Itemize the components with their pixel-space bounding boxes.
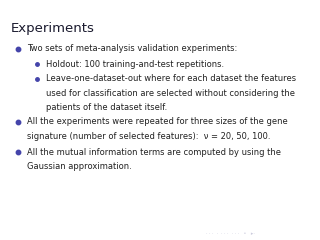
Text: All the mutual information terms are computed by using the: All the mutual information terms are com… xyxy=(27,148,281,157)
Text: Gaussian approximation.: Gaussian approximation. xyxy=(27,162,132,171)
Text: Experiments: Experiments xyxy=(11,22,95,35)
Text: used for classification are selected without considering the: used for classification are selected wit… xyxy=(46,89,295,97)
Text: · · ·  ·  · · ·  · · ·   •   ▸·: · · · · · · · · · · • ▸· xyxy=(206,231,255,236)
Text: Two sets of meta-analysis validation experiments:: Two sets of meta-analysis validation exp… xyxy=(27,44,237,53)
Text: All the experiments were repeated for three sizes of the gene: All the experiments were repeated for th… xyxy=(27,118,288,126)
Text: Leave-one-dataset-out where for each dataset the features: Leave-one-dataset-out where for each dat… xyxy=(46,74,297,83)
Text: patients of the dataset itself.: patients of the dataset itself. xyxy=(46,103,168,112)
Text: signature (number of selected features):  ν = 20, 50, 100.: signature (number of selected features):… xyxy=(27,132,271,141)
Text: Holdout: 100 training-and-test repetitions.: Holdout: 100 training-and-test repetitio… xyxy=(46,60,225,69)
